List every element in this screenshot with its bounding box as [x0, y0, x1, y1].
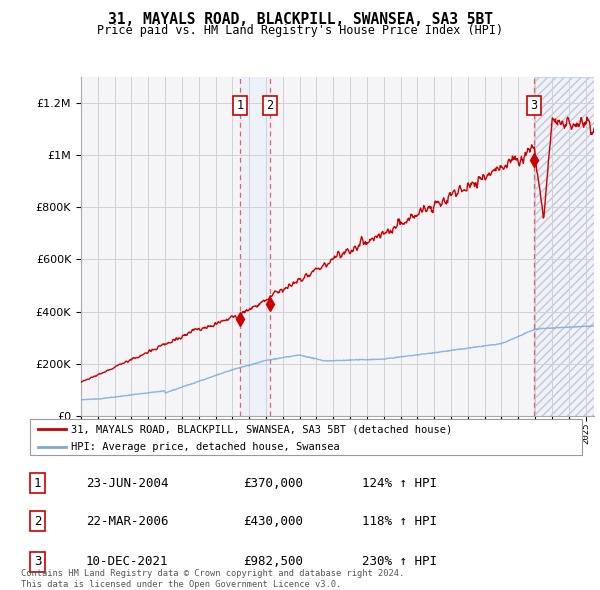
Text: Contains HM Land Registry data © Crown copyright and database right 2024.
This d: Contains HM Land Registry data © Crown c… [21, 569, 404, 589]
Text: 230% ↑ HPI: 230% ↑ HPI [362, 555, 437, 568]
Text: 118% ↑ HPI: 118% ↑ HPI [362, 514, 437, 527]
Text: Price paid vs. HM Land Registry's House Price Index (HPI): Price paid vs. HM Land Registry's House … [97, 24, 503, 37]
Text: 1: 1 [34, 477, 41, 490]
Bar [240, 77, 270, 416]
Text: 31, MAYALS ROAD, BLACKPILL, SWANSEA, SA3 5BT (detached house): 31, MAYALS ROAD, BLACKPILL, SWANSEA, SA3… [71, 424, 452, 434]
Text: 31, MAYALS ROAD, BLACKPILL, SWANSEA, SA3 5BT: 31, MAYALS ROAD, BLACKPILL, SWANSEA, SA3… [107, 12, 493, 27]
FancyBboxPatch shape [30, 419, 582, 455]
Text: £370,000: £370,000 [244, 477, 304, 490]
Text: £982,500: £982,500 [244, 555, 304, 568]
Text: HPI: Average price, detached house, Swansea: HPI: Average price, detached house, Swan… [71, 442, 340, 453]
Text: 124% ↑ HPI: 124% ↑ HPI [362, 477, 437, 490]
Text: 10-DEC-2021: 10-DEC-2021 [86, 555, 168, 568]
Text: 1: 1 [237, 99, 244, 112]
Text: 2: 2 [34, 514, 41, 527]
Bar [534, 77, 594, 416]
Bar [534, 77, 594, 416]
Text: 23-JUN-2004: 23-JUN-2004 [86, 477, 168, 490]
Text: 2: 2 [266, 99, 273, 112]
Text: 3: 3 [530, 99, 538, 112]
Text: £430,000: £430,000 [244, 514, 304, 527]
Text: 22-MAR-2006: 22-MAR-2006 [86, 514, 168, 527]
Text: 3: 3 [34, 555, 41, 568]
